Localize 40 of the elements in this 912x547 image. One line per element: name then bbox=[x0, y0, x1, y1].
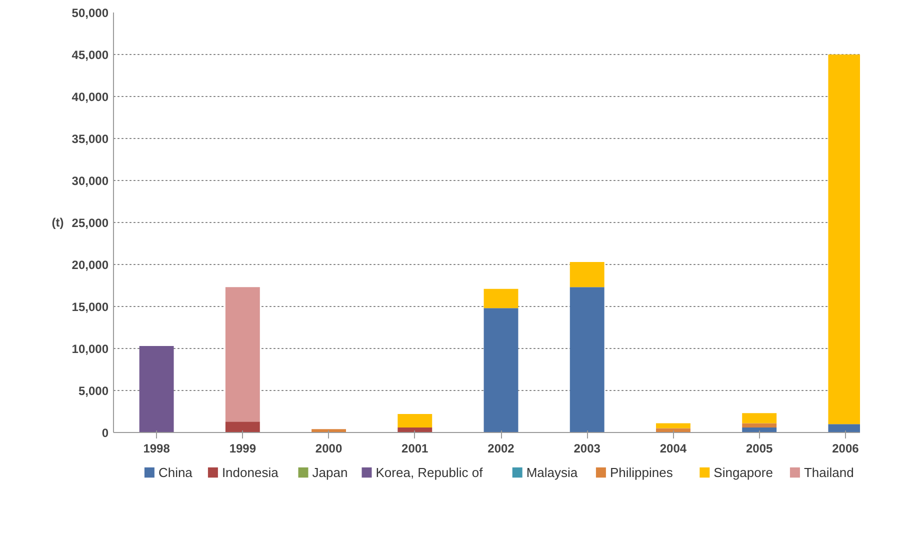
y-tick-label: 50,000 bbox=[72, 6, 109, 20]
x-tick-label: 1999 bbox=[229, 442, 256, 456]
legend-label: China bbox=[158, 465, 194, 480]
bar bbox=[484, 288, 518, 308]
y-axis-title: (t) bbox=[52, 216, 64, 230]
y-tick-label: 30,000 bbox=[72, 174, 109, 188]
y-tick-label: 20,000 bbox=[72, 258, 109, 272]
legend-label: Japan bbox=[312, 465, 348, 480]
x-tick-label: 2002 bbox=[488, 442, 515, 456]
x-tick-label: 2006 bbox=[832, 442, 860, 456]
bar bbox=[139, 346, 174, 432]
y-tick-label: 5,000 bbox=[78, 384, 109, 398]
bar bbox=[225, 287, 260, 422]
bar bbox=[742, 413, 777, 424]
legend-label: Philippines bbox=[610, 465, 674, 480]
y-tick-label: 40,000 bbox=[72, 90, 109, 104]
legend-label: Korea, Republic of bbox=[376, 465, 484, 480]
bar bbox=[570, 287, 604, 432]
x-tick-label: 2000 bbox=[315, 442, 342, 456]
bar bbox=[484, 308, 518, 432]
bar bbox=[656, 423, 690, 428]
y-tick-label: 25,000 bbox=[72, 216, 109, 230]
x-tick-label: 1998 bbox=[143, 442, 170, 456]
y-tick-label: 10,000 bbox=[72, 342, 109, 356]
y-tick-label: 45,000 bbox=[72, 48, 109, 62]
legend-label: Malaysia bbox=[526, 465, 578, 480]
bar bbox=[742, 423, 777, 428]
y-tick-label: 35,000 bbox=[72, 132, 109, 146]
x-tick-label: 2001 bbox=[402, 442, 429, 456]
x-tick-label: 2004 bbox=[660, 442, 687, 456]
x-tick-label: 2003 bbox=[574, 442, 601, 456]
bar bbox=[398, 414, 432, 428]
y-tick-label: 15,000 bbox=[72, 300, 109, 314]
bar bbox=[225, 422, 260, 432]
bar bbox=[570, 262, 604, 288]
legend-label: Singapore bbox=[714, 465, 773, 480]
x-tick-label: 2005 bbox=[746, 442, 774, 456]
legend-label: Thailand bbox=[804, 465, 854, 480]
y-tick-label: 0 bbox=[102, 426, 109, 440]
legend-label: Indonesia bbox=[222, 465, 280, 480]
